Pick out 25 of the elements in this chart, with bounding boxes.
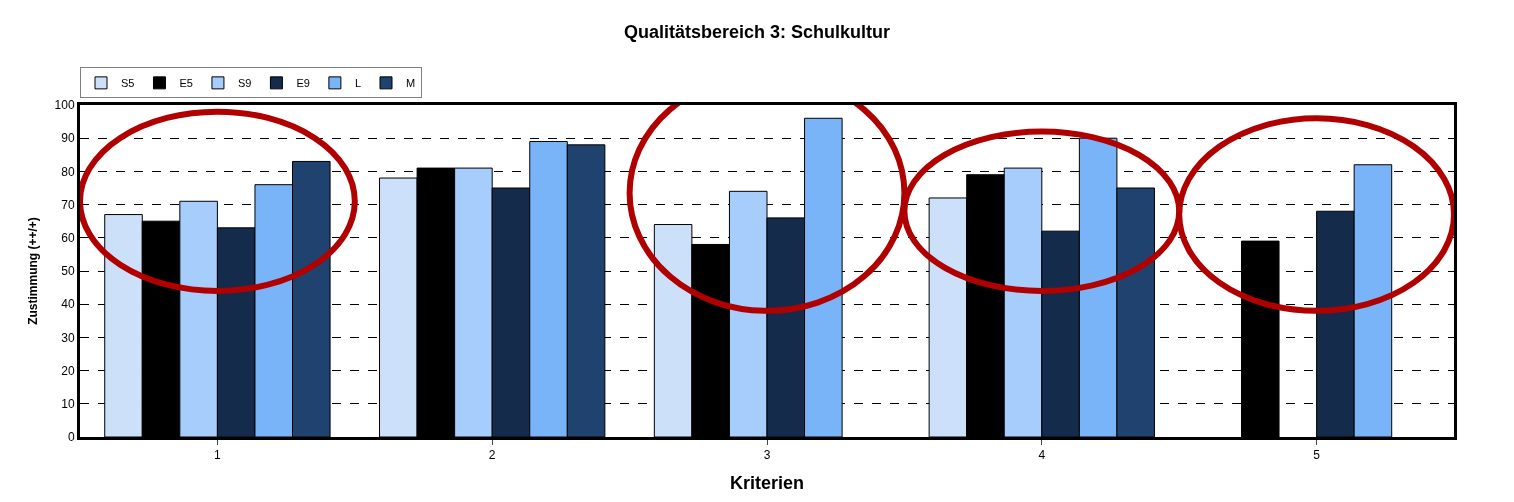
y-tick-label: 0 <box>67 430 75 445</box>
y-tick-label: 20 <box>61 363 75 378</box>
legend-label: S5 <box>121 77 135 90</box>
x-axis-title: Kriterien <box>729 472 805 493</box>
y-tick-label: 60 <box>61 231 75 245</box>
y-tick-label: 70 <box>61 197 75 212</box>
y-axis-title: Zustimmung (++/+) <box>25 217 40 325</box>
legend-label: S9 <box>237 77 252 90</box>
x-tick-label: 4 <box>1038 448 1046 463</box>
chart-title: Qualitätsbereich 3: Schulkultur <box>623 21 891 42</box>
legend-label: M <box>406 77 416 90</box>
y-tick-label: 90 <box>61 131 75 146</box>
legend-label: E9 <box>296 77 310 90</box>
y-tick-label: 80 <box>61 164 75 179</box>
x-tick-label: 2 <box>488 448 496 463</box>
legend-label: E5 <box>179 77 193 90</box>
y-tick-label: 10 <box>61 397 75 411</box>
y-tick-label: 50 <box>61 264 75 279</box>
x-tick-label: 1 <box>214 448 222 463</box>
x-tick-label: 3 <box>763 448 771 463</box>
x-tick-label: 5 <box>1313 448 1321 463</box>
y-tick-label: 40 <box>61 297 75 312</box>
y-tick-label: 100 <box>54 98 75 113</box>
y-tick-label: 30 <box>61 330 75 345</box>
legend-label: L <box>354 77 361 90</box>
